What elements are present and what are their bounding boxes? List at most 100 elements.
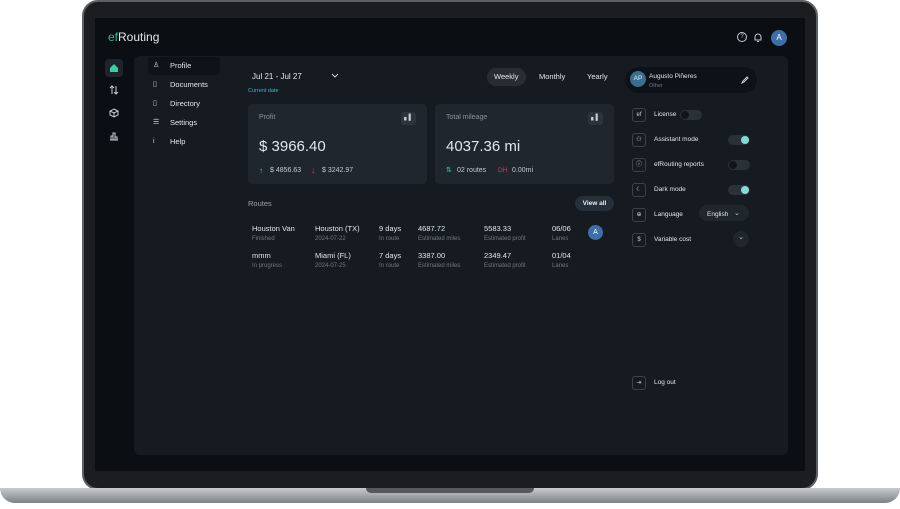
cell-primary: 7 days [379, 251, 402, 260]
date-range[interactable]: Jul 21 - Jul 27 [252, 72, 302, 81]
stat-card [435, 104, 614, 184]
cell-primary: Miami (FL) [315, 251, 351, 260]
stat-card [248, 104, 427, 184]
stat-up: $ 4856.63 [270, 167, 302, 174]
edit-icon[interactable] [741, 76, 749, 84]
logo[interactable]: efRouting [108, 31, 159, 44]
cell-primary: 2349.47 [484, 251, 512, 260]
menu-item[interactable]: Directory [170, 99, 201, 108]
setting-icon: ⓘ [632, 158, 646, 172]
setting-icon: ef [632, 108, 646, 122]
cell-primary: mmm [252, 251, 271, 260]
routes-icon: ⇅ [446, 167, 452, 174]
routes-icon[interactable] [109, 85, 119, 95]
chart-icon[interactable] [109, 131, 119, 141]
card-icon[interactable]: ▖▌ [588, 112, 603, 125]
date-caption: Current date [248, 88, 279, 94]
cell-secondary: Finished [252, 236, 275, 242]
menu-icon: ▯ [153, 81, 157, 88]
toggle-knob [741, 136, 749, 144]
card-icon[interactable]: ▖▌ [401, 112, 416, 125]
box-icon[interactable] [109, 108, 119, 118]
menu-icon: ♙ [153, 62, 160, 69]
menu-item[interactable]: Documents [170, 80, 208, 89]
toggle[interactable] [680, 110, 702, 120]
card-value: 4037.36 mi [446, 138, 521, 155]
cell-secondary: Estimated profit [484, 263, 526, 269]
profile-name: Augusto Piñeres [649, 73, 697, 80]
setting-icon: $ [632, 233, 646, 247]
setting-label: License [654, 111, 677, 118]
logout-icon[interactable]: ⇥ [632, 376, 646, 390]
cell-secondary: 2024-07-22 [315, 236, 346, 242]
toggle[interactable] [728, 160, 750, 170]
tab[interactable]: Monthly [539, 72, 566, 81]
routes-title: Routes [248, 199, 272, 208]
expand-button[interactable]: ⌄ [733, 231, 749, 247]
cell-secondary: In route [379, 263, 400, 269]
stat-down-icon: ↓ [311, 166, 315, 175]
profile-card[interactable] [625, 67, 757, 93]
toggle-knob [741, 186, 749, 194]
cell-primary: 9 days [379, 224, 402, 233]
setting-icon: ☾ [632, 183, 646, 197]
logo-prefix: ef [108, 30, 119, 44]
card-title: Total mileage [446, 114, 488, 121]
cell-primary: Houston Van [252, 224, 295, 233]
deadhead-label: DH [498, 167, 508, 174]
menu-item[interactable]: Settings [170, 118, 198, 127]
setting-label: Language [654, 211, 683, 218]
dropdown-chevron: ⌄ [734, 210, 740, 217]
home-icon [110, 64, 118, 72]
view-all-button[interactable]: View all [575, 196, 614, 211]
cell-primary: 5583.33 [484, 224, 512, 233]
profile-role: Other [649, 83, 663, 89]
cell-secondary: Estimated profit [484, 236, 526, 242]
menu-icon: ▯ [153, 100, 157, 107]
deadhead-miles: 0.00mi [512, 167, 534, 174]
menu-active [148, 57, 220, 75]
toggle-knob [729, 161, 737, 169]
menu-icon: i [153, 138, 155, 145]
stat-down: $ 3242.97 [322, 167, 354, 174]
cell-primary: 3387.00 [418, 251, 446, 260]
setting-icon: ⊕ [632, 208, 646, 222]
setting-label: Variable cost [654, 236, 692, 243]
stat-up-icon: ↑ [259, 166, 263, 175]
setting-label: Dark mode [654, 186, 686, 193]
menu-item[interactable]: Help [170, 137, 186, 146]
cell-secondary: Estimated miles [418, 263, 461, 269]
toggle-knob [681, 111, 689, 119]
setting-label: efRouting reports [654, 161, 704, 168]
cell-secondary: In progress [252, 263, 283, 269]
driver-avatar: A [588, 225, 603, 240]
cell-secondary: Lanes [552, 263, 569, 269]
setting-icon: ⚇ [632, 133, 646, 147]
tab[interactable]: Yearly [587, 72, 608, 81]
toggle[interactable] [728, 135, 750, 145]
cell-primary: 01/04 [552, 251, 571, 260]
menu-item[interactable]: Profile [170, 61, 192, 70]
card-value: $ 3966.40 [259, 138, 326, 155]
laptop-notch [366, 488, 534, 493]
setting-label: Assistant mode [654, 136, 699, 143]
dropdown-value: English [707, 211, 729, 218]
profile-avatar: AP [630, 71, 646, 87]
cell-secondary: Estimated miles [418, 236, 461, 242]
cell-secondary: 2024-07-25 [315, 263, 346, 269]
bell-icon[interactable] [753, 32, 763, 43]
route-count: 02 routes [457, 167, 487, 174]
menu-icon: ☰ [153, 119, 160, 126]
cell-primary: Houston (TX) [315, 224, 360, 233]
cell-primary: 06/06 [552, 224, 571, 233]
logout[interactable]: Log out [654, 379, 676, 386]
tab[interactable]: Weekly [494, 72, 519, 81]
date-chevron[interactable] [331, 73, 339, 79]
header-avatar[interactable]: A [771, 30, 787, 46]
language-dropdown[interactable] [699, 205, 749, 221]
cell-primary: 4687.72 [418, 224, 446, 233]
tab-active [487, 68, 526, 86]
help-icon[interactable]: ? [737, 32, 747, 42]
toggle[interactable] [728, 185, 750, 195]
